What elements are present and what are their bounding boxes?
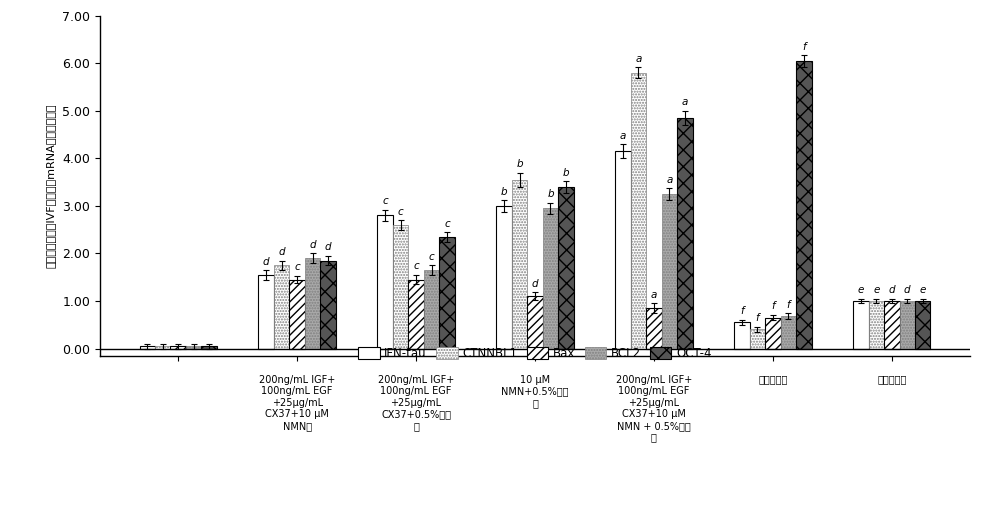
Bar [853,301,869,348]
Bar [527,296,543,348]
Text: f: f [756,313,759,323]
Text: b: b [516,160,523,169]
Bar [869,301,884,348]
Text: c: c [413,262,419,271]
Bar [201,346,217,348]
Bar [512,180,527,348]
Text: f: f [740,306,744,316]
Bar [320,260,336,348]
Text: b: b [547,189,554,199]
Text: c: c [429,252,434,262]
Bar [140,346,155,348]
Text: 10 μM
NMN+0.5%纳米
组: 10 μM NMN+0.5%纳米 组 [501,374,569,408]
Bar [377,215,393,348]
Text: d: d [325,243,331,253]
Text: f: f [771,301,775,311]
Text: a: a [666,175,673,185]
Bar [615,151,631,348]
Bar [796,61,812,348]
Bar [765,317,781,348]
Bar [543,208,558,348]
Bar [258,275,274,348]
Text: c: c [294,263,300,272]
Text: b: b [563,168,569,178]
Bar [408,280,424,348]
Bar [900,301,915,348]
Text: 200ng/mL IGF+
100ng/mL EGF
+25μg/mL
CX37+0.5%纳米
组: 200ng/mL IGF+ 100ng/mL EGF +25μg/mL CX37… [378,374,454,431]
Bar [439,237,455,348]
Text: e: e [873,285,880,295]
Bar [393,225,408,348]
Text: 新鲜对照组: 新鲜对照组 [877,374,906,384]
Bar [646,308,662,348]
Text: f: f [787,300,790,310]
Text: a: a [682,97,688,107]
Y-axis label: 玻璃化冷冻对牛IVF囊胚基因mRNA表达量的影响: 玻璃化冷冻对牛IVF囊胚基因mRNA表达量的影响 [45,104,55,268]
Bar [496,206,512,348]
Bar [558,187,574,348]
Text: a: a [651,290,657,300]
Text: d: d [888,285,895,295]
Text: b: b [501,187,507,197]
Bar [155,346,170,348]
Bar [662,194,677,348]
Bar [750,329,765,348]
Bar [170,346,186,348]
Text: e: e [920,285,926,295]
Text: d: d [278,247,285,257]
Text: a: a [620,131,626,141]
Bar [781,316,796,348]
Text: c: c [444,219,450,229]
Bar [631,73,646,348]
Legend: IFN-tau, CTNNBL1, Bax, BCL2, OCT-4: IFN-tau, CTNNBL1, Bax, BCL2, OCT-4 [355,343,715,363]
Text: 冷冻对照组: 冷冻对照组 [758,374,788,384]
Bar [289,280,305,348]
Text: d: d [309,240,316,250]
Text: f: f [802,42,806,52]
Text: d: d [904,285,911,295]
Text: d: d [263,257,270,267]
Bar [884,301,900,348]
Bar [677,118,693,348]
Text: d: d [532,279,538,289]
Text: 200ng/mL IGF+
100ng/mL EGF
+25μg/mL
CX37+10 μM
NMN组: 200ng/mL IGF+ 100ng/mL EGF +25μg/mL CX37… [259,374,335,431]
Bar [734,322,750,348]
Bar [274,265,289,348]
Bar [915,301,930,348]
Text: c: c [398,207,403,217]
Bar [305,258,320,348]
Text: a: a [635,54,642,64]
Text: c: c [382,196,388,207]
Text: e: e [858,285,864,295]
Bar [424,270,439,348]
Text: 200ng/mL IGF+
100ng/mL EGF
+25μg/mL
CX37+10 μM
NMN + 0.5%纳米
组: 200ng/mL IGF+ 100ng/mL EGF +25μg/mL CX37… [616,374,692,442]
Bar [186,346,201,348]
